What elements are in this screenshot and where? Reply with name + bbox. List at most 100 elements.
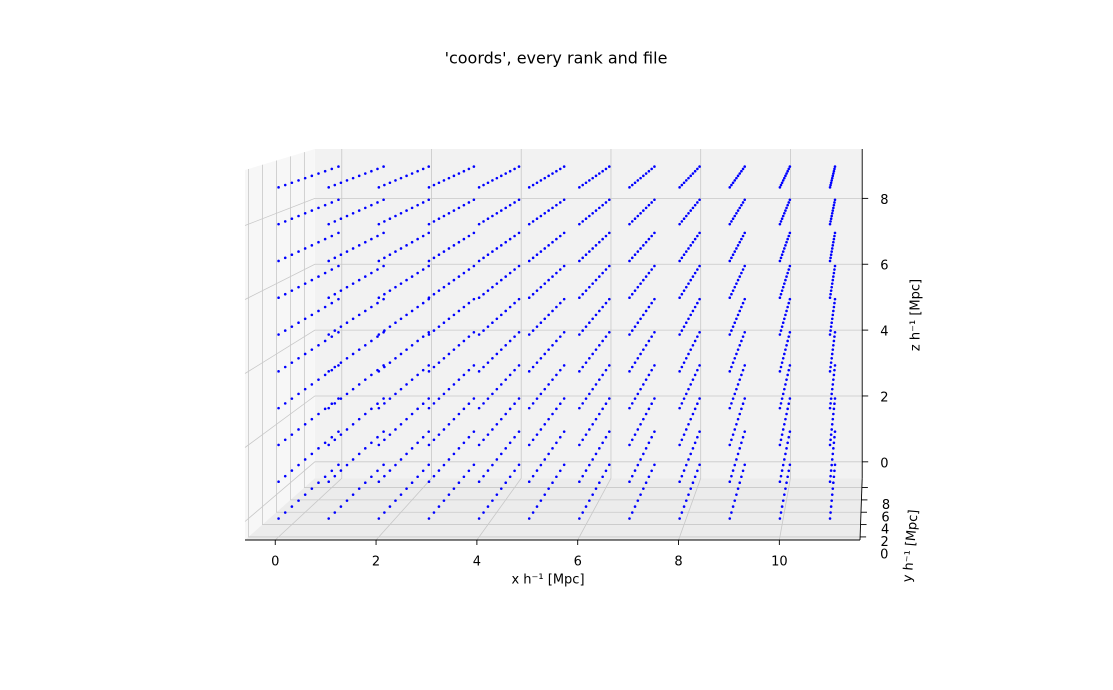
point (628, 259, 631, 263)
point (535, 433, 539, 436)
point (427, 330, 431, 334)
y-tick-label: 6 (881, 510, 889, 525)
y-grid-line (262, 164, 861, 525)
point (788, 231, 792, 235)
point (472, 330, 476, 334)
point (486, 469, 490, 472)
point (290, 361, 294, 364)
point (644, 309, 648, 313)
point (543, 493, 547, 496)
point (730, 402, 733, 405)
point (555, 237, 558, 241)
point (535, 361, 539, 364)
point (531, 256, 535, 260)
point (731, 469, 735, 472)
point (689, 313, 693, 317)
point (785, 343, 788, 347)
point (330, 368, 334, 372)
point (427, 259, 431, 263)
point (558, 234, 562, 238)
point (388, 433, 392, 436)
point (405, 383, 408, 386)
point (555, 407, 558, 411)
point (377, 370, 381, 373)
point (370, 169, 373, 173)
point (604, 201, 608, 204)
point (457, 412, 461, 416)
point (578, 517, 581, 520)
point (682, 253, 686, 257)
point (830, 463, 833, 467)
point (601, 373, 604, 377)
point (531, 365, 535, 369)
point (394, 392, 397, 396)
point (743, 364, 747, 367)
point (442, 428, 446, 431)
point (680, 511, 684, 514)
point (738, 172, 742, 175)
point (680, 365, 684, 369)
point (783, 247, 786, 250)
point (508, 441, 512, 445)
point (738, 275, 742, 278)
point (442, 321, 446, 325)
point (831, 417, 835, 421)
point (578, 259, 581, 263)
point (323, 441, 327, 445)
point (639, 317, 642, 321)
point (491, 179, 494, 182)
y-tick-label: 2 (881, 535, 889, 550)
point (363, 172, 367, 175)
point (682, 325, 686, 328)
point (345, 285, 349, 289)
point (678, 296, 681, 300)
point (452, 174, 456, 178)
point (427, 186, 431, 189)
point (786, 169, 789, 173)
point (636, 285, 640, 289)
point (828, 333, 832, 336)
point (558, 301, 562, 305)
point (370, 475, 373, 479)
point (543, 317, 547, 321)
point (607, 430, 611, 433)
point (472, 198, 476, 202)
point (333, 183, 337, 187)
point (781, 357, 785, 360)
point (562, 463, 566, 467)
point (578, 443, 581, 447)
point (828, 370, 832, 373)
point (327, 222, 331, 226)
point (830, 493, 834, 496)
point (558, 469, 562, 473)
point (333, 365, 337, 369)
point (477, 480, 481, 484)
point (581, 329, 584, 332)
point (327, 259, 331, 263)
point (783, 282, 786, 285)
point (421, 335, 425, 338)
z-tick-label: 0 (880, 456, 888, 471)
point (447, 176, 451, 180)
point (687, 458, 690, 461)
point (508, 203, 512, 207)
point (432, 438, 436, 442)
point (693, 373, 697, 377)
point (738, 481, 742, 485)
point (687, 176, 690, 180)
point (684, 357, 688, 360)
point (543, 176, 547, 180)
point (630, 292, 634, 296)
point (743, 297, 747, 301)
point (504, 481, 508, 485)
point (735, 458, 738, 461)
point (539, 321, 543, 325)
point (743, 264, 747, 268)
point (527, 296, 531, 300)
point (829, 256, 832, 260)
point (303, 282, 307, 285)
point (733, 463, 737, 467)
point (698, 165, 701, 168)
point (743, 330, 747, 334)
point (290, 181, 294, 185)
